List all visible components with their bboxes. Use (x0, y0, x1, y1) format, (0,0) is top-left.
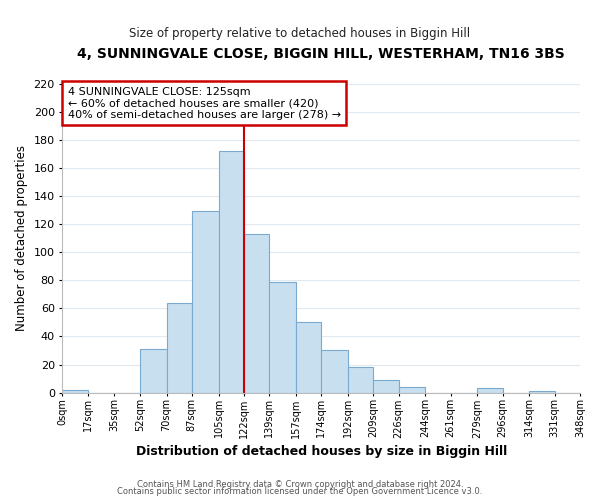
Bar (321, 350, 348, 393)
Bar (398, 387, 425, 392)
Bar (218, 151, 244, 392)
Bar (478, 388, 503, 392)
Bar (140, 349, 167, 393)
Text: Contains public sector information licensed under the Open Government Licence v3: Contains public sector information licen… (118, 488, 482, 496)
Title: 4, SUNNINGVALE CLOSE, BIGGIN HILL, WESTERHAM, TN16 3BS: 4, SUNNINGVALE CLOSE, BIGGIN HILL, WESTE… (77, 48, 565, 62)
Bar (296, 322, 321, 392)
Text: Contains HM Land Registry data © Crown copyright and database right 2024.: Contains HM Land Registry data © Crown c… (137, 480, 463, 489)
Bar (167, 302, 192, 392)
Bar (269, 282, 296, 393)
Bar (62, 390, 88, 392)
Y-axis label: Number of detached properties: Number of detached properties (15, 145, 28, 331)
Text: 4 SUNNINGVALE CLOSE: 125sqm
← 60% of detached houses are smaller (420)
40% of se: 4 SUNNINGVALE CLOSE: 125sqm ← 60% of det… (68, 86, 341, 120)
Bar (192, 212, 218, 392)
Bar (373, 380, 398, 392)
Text: Size of property relative to detached houses in Biggin Hill: Size of property relative to detached ho… (130, 28, 470, 40)
Bar (348, 368, 373, 392)
X-axis label: Distribution of detached houses by size in Biggin Hill: Distribution of detached houses by size … (136, 444, 507, 458)
Bar (244, 234, 269, 392)
Bar (529, 391, 555, 392)
